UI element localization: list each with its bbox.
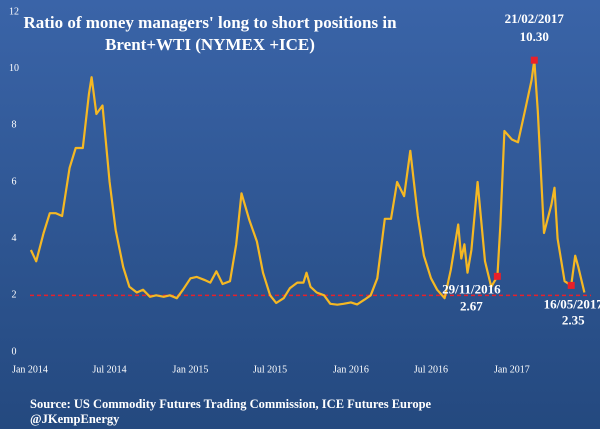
annotation-value: 2.35	[562, 312, 585, 327]
annotation-value: 2.67	[460, 298, 483, 313]
y-tick-label: 6	[12, 176, 17, 187]
annotation-date: 21/02/2017	[505, 11, 565, 26]
annotation-marker	[567, 281, 575, 289]
y-tick-label: 12	[9, 6, 19, 17]
y-tick-label: 10	[9, 63, 19, 74]
x-tick-label: Jul 2015	[253, 364, 287, 375]
annotation-date: 16/05/2017	[544, 296, 600, 311]
x-tick-label: Jan 2016	[333, 364, 369, 375]
x-tick-label: Jan 2015	[173, 364, 209, 375]
y-tick-label: 4	[12, 233, 17, 244]
x-tick-label: Jan 2014	[12, 364, 48, 375]
annotation-marker	[493, 272, 501, 280]
series-line	[29, 59, 586, 306]
y-tick-label: 2	[12, 290, 17, 301]
x-tick-label: Jan 2017	[494, 364, 530, 375]
source: @JKempEnergy	[30, 412, 120, 426]
chart-title: Brent+WTI (NYMEX +ICE)	[105, 35, 315, 54]
x-tick-label: Jul 2016	[414, 364, 448, 375]
chart-title: Ratio of money managers' long to short p…	[23, 13, 397, 32]
x-tick-label: Jul 2014	[92, 364, 126, 375]
annotation-value: 10.30	[520, 29, 549, 44]
y-tick-label: 0	[12, 346, 17, 357]
source: Source: US Commodity Futures Trading Com…	[30, 397, 432, 411]
y-tick-label: 8	[12, 120, 17, 131]
annotation-date: 29/11/2016	[442, 281, 501, 296]
annotation-marker	[530, 56, 538, 64]
